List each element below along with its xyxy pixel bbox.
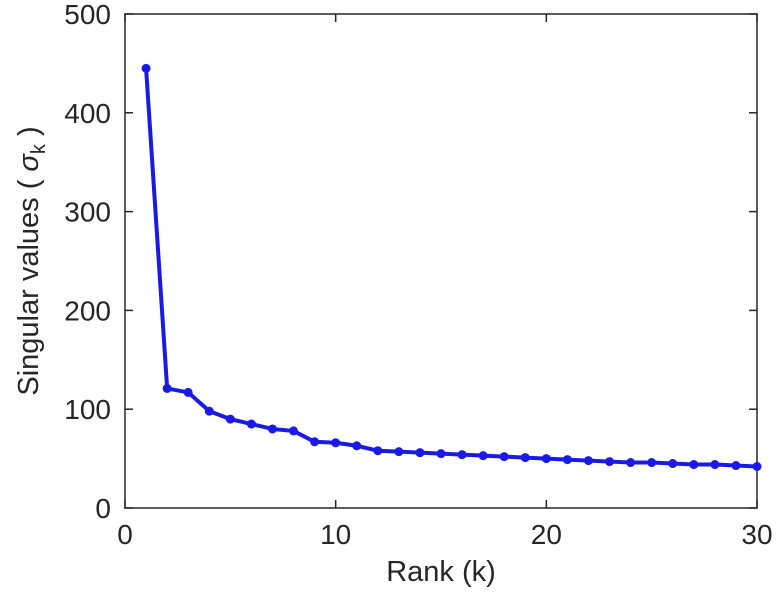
data-point-marker [289, 426, 299, 436]
data-point-marker [373, 446, 383, 456]
y-axis-label-text: Singular values ( [13, 171, 46, 396]
x-tick-label: 30 [741, 519, 772, 550]
data-point-marker [626, 458, 636, 468]
data-point-marker [668, 459, 678, 469]
data-point-marker [394, 447, 404, 457]
data-point-marker [520, 453, 530, 463]
data-point-marker [647, 458, 657, 468]
data-point-marker [162, 383, 172, 393]
data-point-marker [583, 456, 593, 466]
data-point-marker [731, 461, 741, 471]
data-point-marker [331, 438, 341, 448]
singular-values-line [144, 66, 759, 469]
y-tick-label: 500 [64, 0, 111, 30]
data-point-marker [352, 441, 362, 451]
x-tick-label: 0 [117, 519, 133, 550]
data-point-marker [457, 450, 467, 460]
y-tick-label: 300 [64, 197, 111, 228]
data-point-marker [267, 424, 277, 434]
data-point-marker [541, 454, 551, 464]
data-point-marker [183, 387, 193, 397]
data-point-marker [689, 460, 699, 470]
y-axis-label: Singular values ( σk ) [13, 126, 51, 395]
data-point-marker [605, 457, 615, 467]
data-point-marker [436, 449, 446, 459]
x-axis-label: Rank (k) [386, 556, 496, 588]
sigma-subscript: k [27, 144, 50, 155]
data-point-marker [478, 451, 488, 461]
data-point-marker [204, 406, 214, 416]
y-tick-label: 0 [95, 493, 111, 524]
data-point-marker [141, 63, 151, 73]
x-tick-label: 20 [531, 519, 562, 550]
data-point-marker [752, 462, 762, 472]
y-tick-label: 200 [64, 295, 111, 326]
data-point-marker [415, 448, 425, 458]
data-point-marker [562, 455, 572, 465]
data-point-marker [225, 414, 235, 424]
y-axis-label-suffix: ) [13, 126, 46, 145]
y-tick-label: 100 [64, 394, 111, 425]
plot-box [124, 13, 758, 509]
data-point-marker [246, 419, 256, 429]
x-tick-label: 10 [320, 519, 351, 550]
sigma-symbol: σ [13, 154, 46, 172]
data-point-marker [710, 460, 720, 470]
data-point-marker [310, 437, 320, 447]
y-tick-label: 400 [64, 98, 111, 129]
data-point-marker [499, 452, 509, 462]
